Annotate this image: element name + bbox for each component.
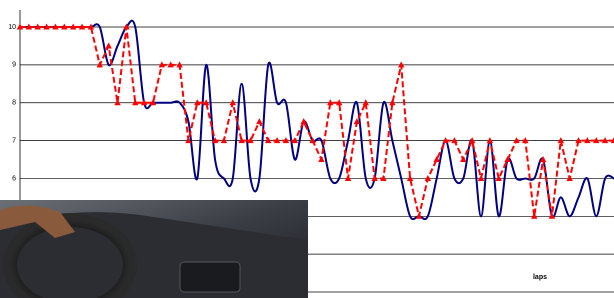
y-tick-label: 8	[12, 100, 16, 107]
marker	[425, 175, 431, 181]
marker	[575, 137, 581, 143]
photo	[0, 200, 308, 298]
vent	[180, 262, 240, 292]
marker	[398, 61, 404, 67]
marker	[105, 42, 111, 48]
marker	[256, 118, 262, 124]
marker	[558, 137, 564, 143]
y-tick-label: 6	[12, 175, 16, 182]
marker	[487, 137, 493, 143]
y-tick-label: 10	[8, 24, 16, 31]
marker	[345, 175, 351, 181]
marker	[566, 175, 572, 181]
marker	[363, 99, 369, 105]
chart: 45678910 laps	[0, 0, 614, 298]
y-tick-label: 9	[12, 62, 16, 69]
marker	[416, 213, 422, 219]
page: {"chart_data": {"type": "line", "x_label…	[0, 0, 614, 298]
y-tick-label: 7	[12, 137, 16, 144]
marker	[389, 99, 395, 105]
series-line	[20, 27, 614, 216]
marker	[451, 137, 457, 143]
marker	[114, 99, 120, 105]
x-axis-label: laps	[533, 274, 547, 281]
marker	[221, 137, 227, 143]
marker	[407, 175, 413, 181]
marker	[478, 175, 484, 181]
marker	[531, 213, 537, 219]
marker	[176, 61, 182, 67]
marker	[230, 99, 236, 105]
